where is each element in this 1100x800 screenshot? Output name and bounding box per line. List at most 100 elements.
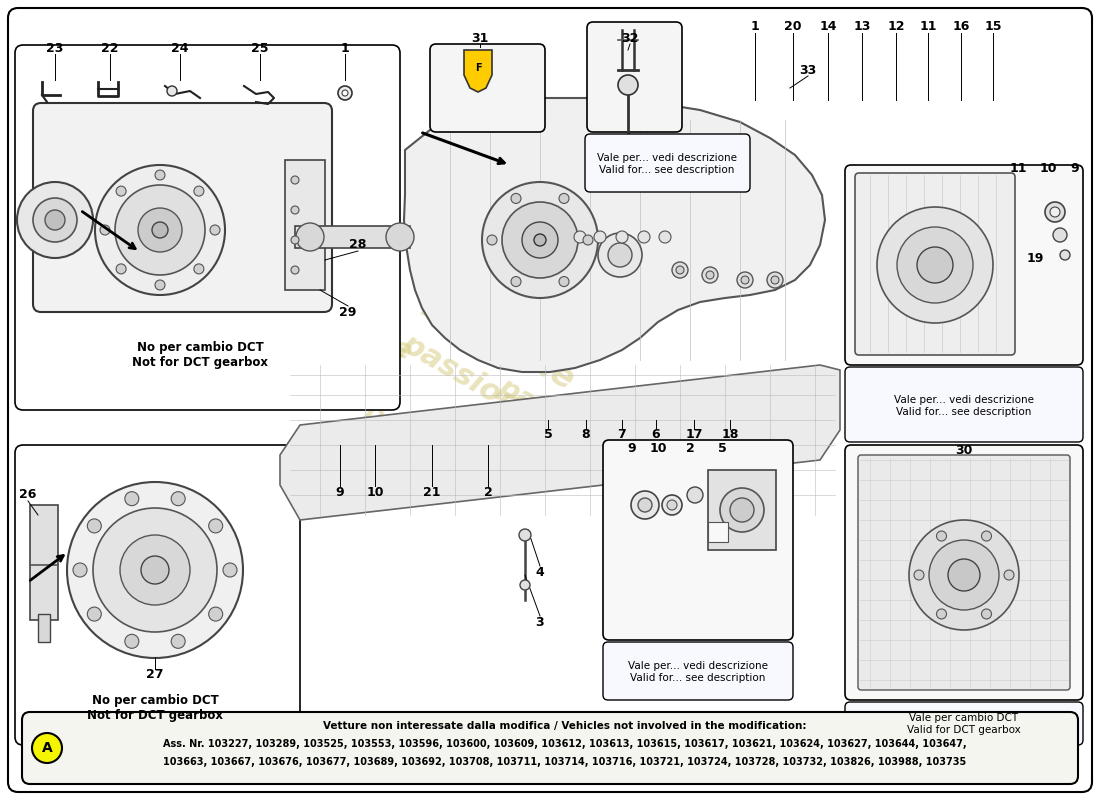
Circle shape <box>292 266 299 274</box>
Circle shape <box>896 227 974 303</box>
Text: 3: 3 <box>536 615 544 629</box>
Text: No per cambio DCT
Not for DCT gearbox: No per cambio DCT Not for DCT gearbox <box>87 694 223 722</box>
Text: 5: 5 <box>543 429 552 442</box>
Circle shape <box>138 208 182 252</box>
FancyBboxPatch shape <box>845 165 1084 365</box>
Text: 17: 17 <box>685 429 703 442</box>
Circle shape <box>737 272 754 288</box>
Circle shape <box>520 580 530 590</box>
Circle shape <box>487 235 497 245</box>
Text: 27: 27 <box>146 669 164 682</box>
Text: F: F <box>475 63 482 73</box>
Text: 16: 16 <box>953 21 970 34</box>
Text: 22: 22 <box>101 42 119 54</box>
Circle shape <box>720 488 764 532</box>
Circle shape <box>292 206 299 214</box>
Text: 33: 33 <box>800 63 816 77</box>
Text: 26: 26 <box>20 489 36 502</box>
FancyBboxPatch shape <box>8 8 1092 792</box>
Circle shape <box>598 233 642 277</box>
Circle shape <box>522 222 558 258</box>
Circle shape <box>608 243 632 267</box>
Bar <box>295 226 410 248</box>
Circle shape <box>730 498 754 522</box>
Circle shape <box>292 176 299 184</box>
Circle shape <box>342 90 348 96</box>
Circle shape <box>771 276 779 284</box>
Text: A: A <box>42 741 53 755</box>
Text: 23: 23 <box>46 42 64 54</box>
Text: 29: 29 <box>339 306 356 318</box>
Circle shape <box>574 231 586 243</box>
Circle shape <box>638 231 650 243</box>
Circle shape <box>519 529 531 541</box>
Text: 19: 19 <box>1026 251 1044 265</box>
Text: 30: 30 <box>955 443 972 457</box>
Circle shape <box>100 225 110 235</box>
Circle shape <box>155 280 165 290</box>
Text: Vale per... vedi descrizione
Valid for... see description: Vale per... vedi descrizione Valid for..… <box>597 154 737 174</box>
Circle shape <box>67 482 243 658</box>
FancyBboxPatch shape <box>603 642 793 700</box>
Text: Ass. Nr. 103227, 103289, 103525, 103553, 103596, 103600, 103609, 103612, 103613,: Ass. Nr. 103227, 103289, 103525, 103553,… <box>163 739 967 749</box>
Circle shape <box>583 235 593 245</box>
Text: Vale per... vedi descrizione
Valid for... see description: Vale per... vedi descrizione Valid for..… <box>628 661 768 682</box>
Text: 8: 8 <box>582 429 591 442</box>
Text: 13: 13 <box>854 21 871 34</box>
Circle shape <box>194 264 204 274</box>
Text: 9: 9 <box>336 486 344 498</box>
Circle shape <box>638 498 652 512</box>
FancyBboxPatch shape <box>845 445 1084 700</box>
Text: 103663, 103667, 103676, 103677, 103689, 103692, 103708, 103711, 103714, 103716, : 103663, 103667, 103676, 103677, 103689, … <box>164 757 967 767</box>
Circle shape <box>706 271 714 279</box>
Circle shape <box>210 225 220 235</box>
Bar <box>708 470 775 550</box>
Circle shape <box>702 267 718 283</box>
Circle shape <box>117 264 126 274</box>
Bar <box>708 522 728 542</box>
Circle shape <box>1060 250 1070 260</box>
Circle shape <box>152 222 168 238</box>
Text: 21: 21 <box>424 486 441 498</box>
Text: 10: 10 <box>649 442 667 454</box>
Circle shape <box>194 186 204 196</box>
Text: No per cambio DCT
Not for DCT gearbox: No per cambio DCT Not for DCT gearbox <box>132 341 268 369</box>
Text: 20: 20 <box>784 21 802 34</box>
Circle shape <box>172 634 185 648</box>
Circle shape <box>45 210 65 230</box>
Circle shape <box>124 634 139 648</box>
Text: 9: 9 <box>1070 162 1079 174</box>
Polygon shape <box>280 365 840 520</box>
Text: 2: 2 <box>685 442 694 454</box>
Text: 31: 31 <box>471 31 488 45</box>
Circle shape <box>909 520 1019 630</box>
Text: 11: 11 <box>1010 162 1026 174</box>
Circle shape <box>631 491 659 519</box>
Text: 1: 1 <box>341 42 350 54</box>
FancyBboxPatch shape <box>15 45 400 410</box>
Text: 1: 1 <box>750 21 759 34</box>
Circle shape <box>618 75 638 95</box>
Text: 24: 24 <box>172 42 189 54</box>
Circle shape <box>94 508 217 632</box>
Text: Vale per cambio DCT
Valid for DCT gearbox: Vale per cambio DCT Valid for DCT gearbo… <box>908 714 1021 734</box>
Circle shape <box>223 563 236 577</box>
Circle shape <box>209 607 222 621</box>
Text: Vale per... vedi descrizione
Valid for... see description: Vale per... vedi descrizione Valid for..… <box>894 395 1034 417</box>
Circle shape <box>124 492 139 506</box>
Text: 32: 32 <box>621 31 639 45</box>
Circle shape <box>767 272 783 288</box>
Circle shape <box>338 86 352 100</box>
FancyBboxPatch shape <box>585 134 750 192</box>
Text: 14: 14 <box>820 21 837 34</box>
Text: 4: 4 <box>536 566 544 578</box>
Circle shape <box>559 194 569 203</box>
Circle shape <box>512 194 521 203</box>
Text: passione: passione <box>360 398 480 482</box>
Circle shape <box>87 607 101 621</box>
Circle shape <box>296 223 324 251</box>
Circle shape <box>917 247 953 283</box>
Circle shape <box>534 234 546 246</box>
Circle shape <box>559 277 569 286</box>
Bar <box>30 505 58 620</box>
